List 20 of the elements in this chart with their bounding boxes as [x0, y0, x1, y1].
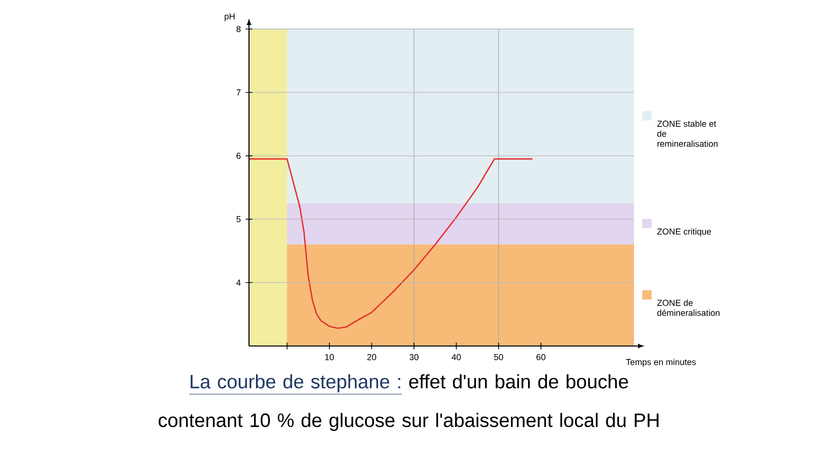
text: contenant 10 % de glucose sur l'abaissement local du PH	[158, 412, 659, 431]
x-tick-label: 60	[536, 354, 546, 360]
x-tick-label: 30	[410, 354, 418, 360]
y-tick-label: 7	[236, 89, 241, 96]
y-tick-label: 4	[236, 280, 241, 286]
y-tick-label: 5	[236, 216, 241, 222]
x-tick-label: 20	[367, 354, 376, 360]
text: effet d'un bain de bouche	[409, 374, 628, 388]
x-axis-title: Temps en minutes	[626, 358, 696, 367]
text: La courbe de stephane :	[190, 374, 400, 392]
x-tick-label: 50	[494, 354, 504, 360]
line-series	[248, 158, 534, 329]
band-label: ZONE critique	[657, 228, 711, 236]
band-label: ZONE de démineralisation	[657, 300, 720, 316]
y-tick-label: 6	[236, 152, 241, 159]
band-label: ZONE stable et de remineralisation	[657, 120, 718, 147]
x-tick-label: 40	[452, 354, 461, 360]
x-tick-label: 10	[325, 354, 334, 360]
y-tick-label: 8	[236, 26, 241, 32]
y-axis-title: pH	[224, 13, 235, 22]
